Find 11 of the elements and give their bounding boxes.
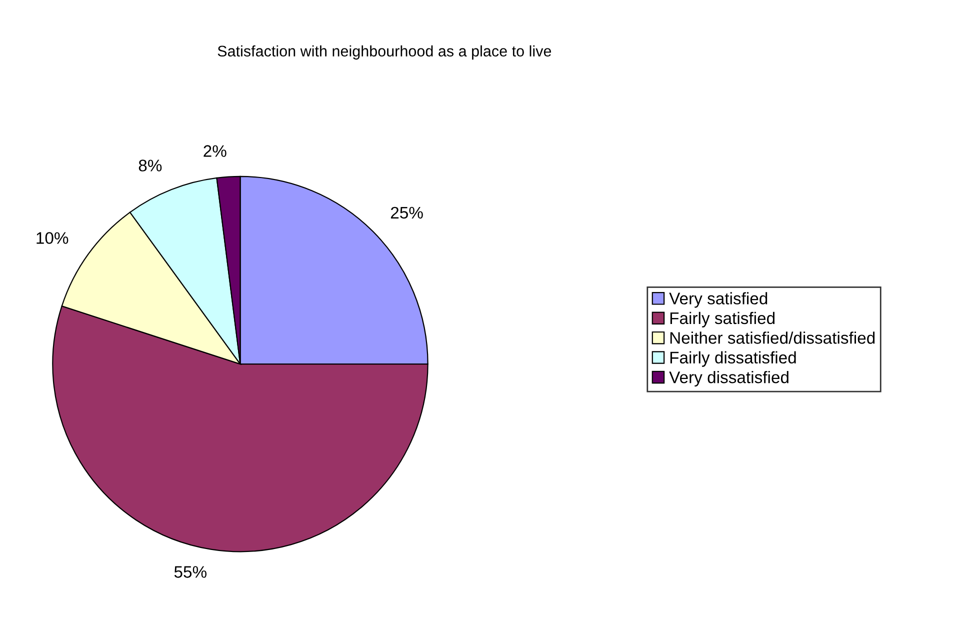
legend-label: Fairly satisfied <box>670 312 774 328</box>
legend-label: Neither satisfied/dissatisfied <box>670 332 875 344</box>
data-label: 55% <box>174 566 206 578</box>
data-label: 2% <box>204 145 226 157</box>
data-label: 10% <box>36 232 68 244</box>
legend-label: Very satisfied <box>669 292 768 308</box>
data-label: 8% <box>138 160 162 172</box>
data-label: 25% <box>390 206 423 219</box>
legend-label: Very dissatisfied <box>669 370 788 387</box>
chart-title: Satisfaction with neighbourhood as a place to live <box>218 45 552 60</box>
legend-label: Fairly dissatisfied <box>670 351 796 367</box>
